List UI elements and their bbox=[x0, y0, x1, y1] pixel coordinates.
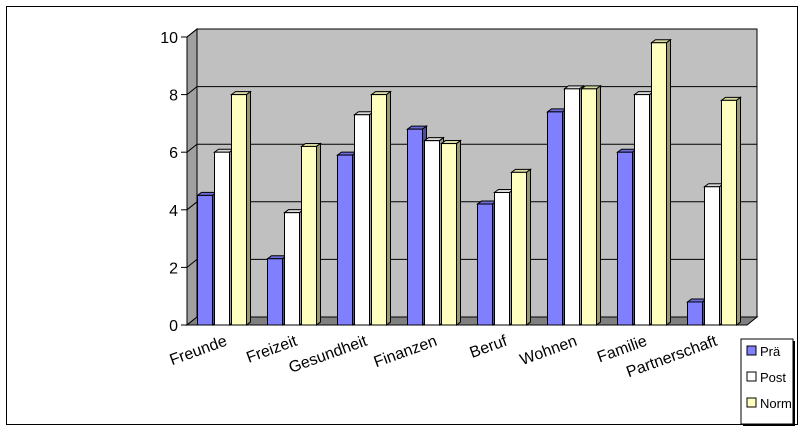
bars bbox=[196, 38, 742, 326]
legend-label: Norm bbox=[760, 396, 792, 411]
bar-front bbox=[354, 114, 370, 326]
bar-front bbox=[197, 194, 213, 326]
bar bbox=[406, 125, 428, 326]
legend-item: Prä bbox=[746, 344, 781, 359]
y-tick-label: 6 bbox=[169, 145, 178, 162]
y-tick-label: 0 bbox=[169, 318, 178, 335]
bar-side bbox=[386, 90, 391, 326]
bar-front bbox=[564, 88, 580, 326]
bar bbox=[580, 84, 602, 326]
bar-front bbox=[424, 140, 440, 326]
legend-item: Norm bbox=[746, 396, 792, 411]
bar-front bbox=[494, 192, 510, 326]
legend-label: Post bbox=[760, 370, 786, 385]
y-tick-label: 10 bbox=[160, 30, 178, 47]
bar-side bbox=[246, 90, 251, 326]
bar-front bbox=[477, 203, 493, 326]
y-tick-label: 8 bbox=[169, 88, 178, 105]
legend-swatch bbox=[746, 345, 757, 356]
bar bbox=[266, 254, 288, 326]
bar bbox=[440, 139, 462, 326]
bar bbox=[633, 90, 655, 326]
bar-side bbox=[526, 168, 531, 326]
bar-front bbox=[617, 151, 633, 326]
bar-front bbox=[231, 94, 247, 326]
bar-side bbox=[456, 139, 461, 326]
side-wall bbox=[186, 27, 198, 327]
bar bbox=[703, 182, 725, 326]
bar bbox=[650, 38, 672, 326]
bar bbox=[300, 142, 322, 326]
gridline bbox=[186, 28, 757, 38]
legend-swatch bbox=[746, 371, 757, 382]
bar-front bbox=[407, 128, 423, 326]
bar-front bbox=[214, 151, 230, 326]
bar bbox=[283, 208, 305, 326]
bar bbox=[563, 84, 585, 326]
bar bbox=[353, 110, 375, 326]
bar bbox=[196, 191, 218, 326]
bar-front bbox=[581, 88, 597, 326]
bar bbox=[370, 90, 392, 326]
legend-swatch bbox=[746, 397, 757, 408]
bar-front bbox=[704, 186, 720, 326]
bar-front bbox=[634, 94, 650, 326]
bar bbox=[493, 188, 515, 326]
bar-side bbox=[316, 142, 321, 326]
bar-front bbox=[687, 301, 703, 326]
bar bbox=[336, 151, 358, 326]
bar-front bbox=[371, 94, 387, 326]
bar-front bbox=[301, 145, 317, 326]
bar bbox=[510, 168, 532, 326]
y-tick-label: 4 bbox=[169, 203, 178, 220]
bar bbox=[720, 96, 742, 326]
bar bbox=[686, 297, 708, 326]
bar bbox=[476, 200, 498, 326]
bar-front bbox=[284, 212, 300, 326]
bar bbox=[230, 90, 252, 326]
bar-front bbox=[547, 111, 563, 326]
bar bbox=[546, 107, 568, 326]
legend-item: Post bbox=[746, 370, 786, 385]
y-tick-label: 2 bbox=[169, 260, 178, 277]
bar-side bbox=[666, 38, 671, 326]
bar-front bbox=[267, 258, 283, 326]
bar bbox=[213, 148, 235, 326]
bar bbox=[423, 136, 445, 326]
bar bbox=[616, 148, 638, 326]
bar-front bbox=[651, 42, 667, 326]
bar-front bbox=[721, 99, 737, 326]
bar-front bbox=[337, 154, 353, 326]
bar-side bbox=[596, 84, 601, 326]
bar-front bbox=[441, 143, 457, 326]
legend: Prä Post Norm bbox=[740, 338, 795, 426]
legend-label: Prä bbox=[760, 344, 781, 359]
y-axis: 0 2 4 6 8 10 bbox=[160, 30, 188, 335]
bar-front bbox=[511, 171, 527, 326]
bar-side bbox=[736, 96, 741, 326]
